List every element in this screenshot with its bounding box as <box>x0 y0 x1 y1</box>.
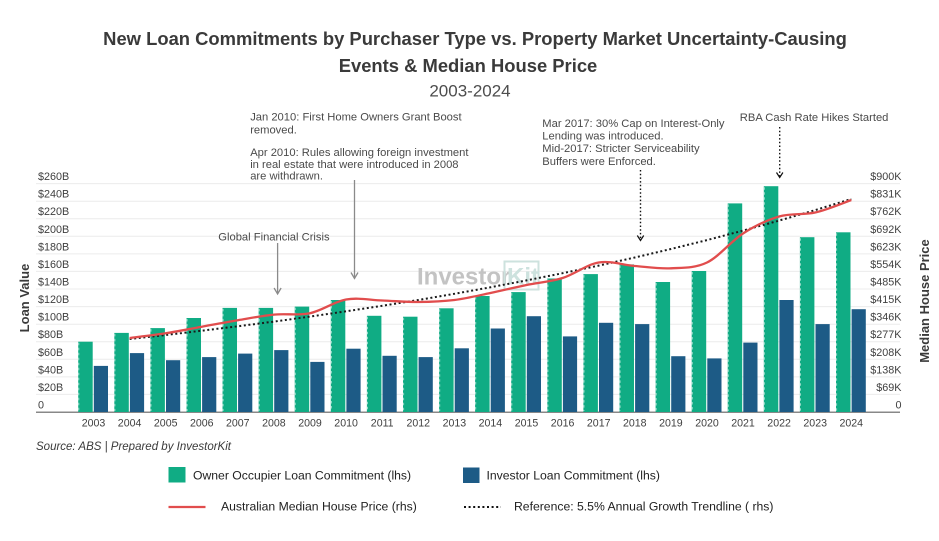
svg-text:2021: 2021 <box>731 418 755 430</box>
svg-text:2010: 2010 <box>334 418 358 430</box>
svg-text:$692K: $692K <box>870 224 902 236</box>
svg-text:Global Financial Crisis: Global Financial Crisis <box>218 232 330 244</box>
svg-text:2013: 2013 <box>443 418 467 430</box>
svg-text:$80B: $80B <box>38 329 63 341</box>
svg-text:$208K: $208K <box>870 347 902 359</box>
svg-text:2020: 2020 <box>695 418 719 430</box>
svg-text:Mid-2017: Stricter Serviceabil: Mid-2017: Stricter Serviceability <box>542 143 700 155</box>
svg-text:$220B: $220B <box>38 206 69 218</box>
svg-text:$20B: $20B <box>38 382 63 394</box>
svg-text:2006: 2006 <box>190 418 214 430</box>
svg-text:2003-2024: 2003-2024 <box>429 82 510 101</box>
svg-text:$100B: $100B <box>38 312 69 324</box>
svg-text:Mar 2017: 30% Cap on Interest-: Mar 2017: 30% Cap on Interest-Only <box>542 118 725 130</box>
svg-text:are withdrawn.: are withdrawn. <box>250 170 323 182</box>
svg-text:2023: 2023 <box>803 418 827 430</box>
svg-text:2007: 2007 <box>226 418 250 430</box>
svg-text:$138K: $138K <box>870 364 902 376</box>
svg-text:2011: 2011 <box>371 418 394 430</box>
svg-text:Investor: Investor <box>417 264 510 291</box>
svg-text:2008: 2008 <box>262 418 286 430</box>
svg-text:$762K: $762K <box>870 206 902 218</box>
svg-text:$623K: $623K <box>870 241 902 253</box>
svg-text:$554K: $554K <box>870 259 902 271</box>
svg-text:2017: 2017 <box>587 418 611 430</box>
svg-text:Source: ABS | Prepared by Inve: Source: ABS | Prepared by InvestorKit <box>36 441 232 453</box>
svg-text:2015: 2015 <box>515 418 539 430</box>
svg-text:Events & Median House Price: Events & Median House Price <box>339 55 598 76</box>
svg-text:New Loan Commitments by Purcha: New Loan Commitments by Purchaser Type v… <box>103 28 847 49</box>
svg-text:2018: 2018 <box>623 418 647 430</box>
svg-text:$415K: $415K <box>870 294 902 306</box>
svg-text:RBA Cash Rate Hikes Started: RBA Cash Rate Hikes Started <box>740 112 889 124</box>
svg-text:Investor Loan Commitment (lhs): Investor Loan Commitment (lhs) <box>487 468 660 482</box>
svg-text:$160B: $160B <box>38 259 69 271</box>
svg-text:2009: 2009 <box>298 418 322 430</box>
svg-text:Loan Value: Loan Value <box>17 264 32 333</box>
svg-text:$346K: $346K <box>870 312 902 324</box>
svg-text:$60B: $60B <box>38 347 63 359</box>
svg-text:2016: 2016 <box>551 418 575 430</box>
svg-text:Jan 2010: First Home Owners Gr: Jan 2010: First Home Owners Grant Boost <box>250 111 462 123</box>
svg-text:$831K: $831K <box>870 189 902 201</box>
svg-text:$40B: $40B <box>38 364 63 376</box>
svg-text:$120B: $120B <box>38 294 69 306</box>
svg-text:removed.: removed. <box>250 124 297 136</box>
svg-text:Reference: 5.5% Annual Growth: Reference: 5.5% Annual Growth Trendline … <box>514 500 773 514</box>
svg-text:$200B: $200B <box>38 224 69 236</box>
svg-text:0: 0 <box>38 400 44 412</box>
svg-text:$260B: $260B <box>38 171 69 183</box>
svg-text:2019: 2019 <box>659 418 683 430</box>
svg-text:Buffers were Enforced.: Buffers were Enforced. <box>542 156 656 168</box>
svg-text:2024: 2024 <box>840 418 864 430</box>
svg-text:Median House Price: Median House Price <box>917 239 932 363</box>
svg-text:in real estate that were intro: in real estate that were introduced in 2… <box>250 159 458 171</box>
svg-text:Apr 2010: Rules allowing forei: Apr 2010: Rules allowing foreign investm… <box>250 147 469 159</box>
svg-text:Australian Median House Price: Australian Median House Price (rhs) <box>221 500 417 514</box>
svg-text:$240B: $240B <box>38 189 69 201</box>
svg-text:Lending was introduced.: Lending was introduced. <box>542 131 663 143</box>
svg-text:2014: 2014 <box>479 418 503 430</box>
svg-text:$277K: $277K <box>870 329 902 341</box>
svg-text:$140B: $140B <box>38 277 69 289</box>
svg-text:$69K: $69K <box>876 382 902 394</box>
svg-text:$485K: $485K <box>870 277 902 289</box>
svg-text:2003: 2003 <box>82 418 106 430</box>
svg-text:2022: 2022 <box>767 418 791 430</box>
svg-text:2005: 2005 <box>154 418 178 430</box>
svg-text:$900K: $900K <box>870 171 902 183</box>
svg-text:2012: 2012 <box>407 418 431 430</box>
svg-text:2004: 2004 <box>118 418 142 430</box>
svg-text:$180B: $180B <box>38 241 69 253</box>
svg-text:Owner Occupier Loan Commitment: Owner Occupier Loan Commitment (lhs) <box>193 468 411 482</box>
svg-text:0: 0 <box>895 400 901 412</box>
